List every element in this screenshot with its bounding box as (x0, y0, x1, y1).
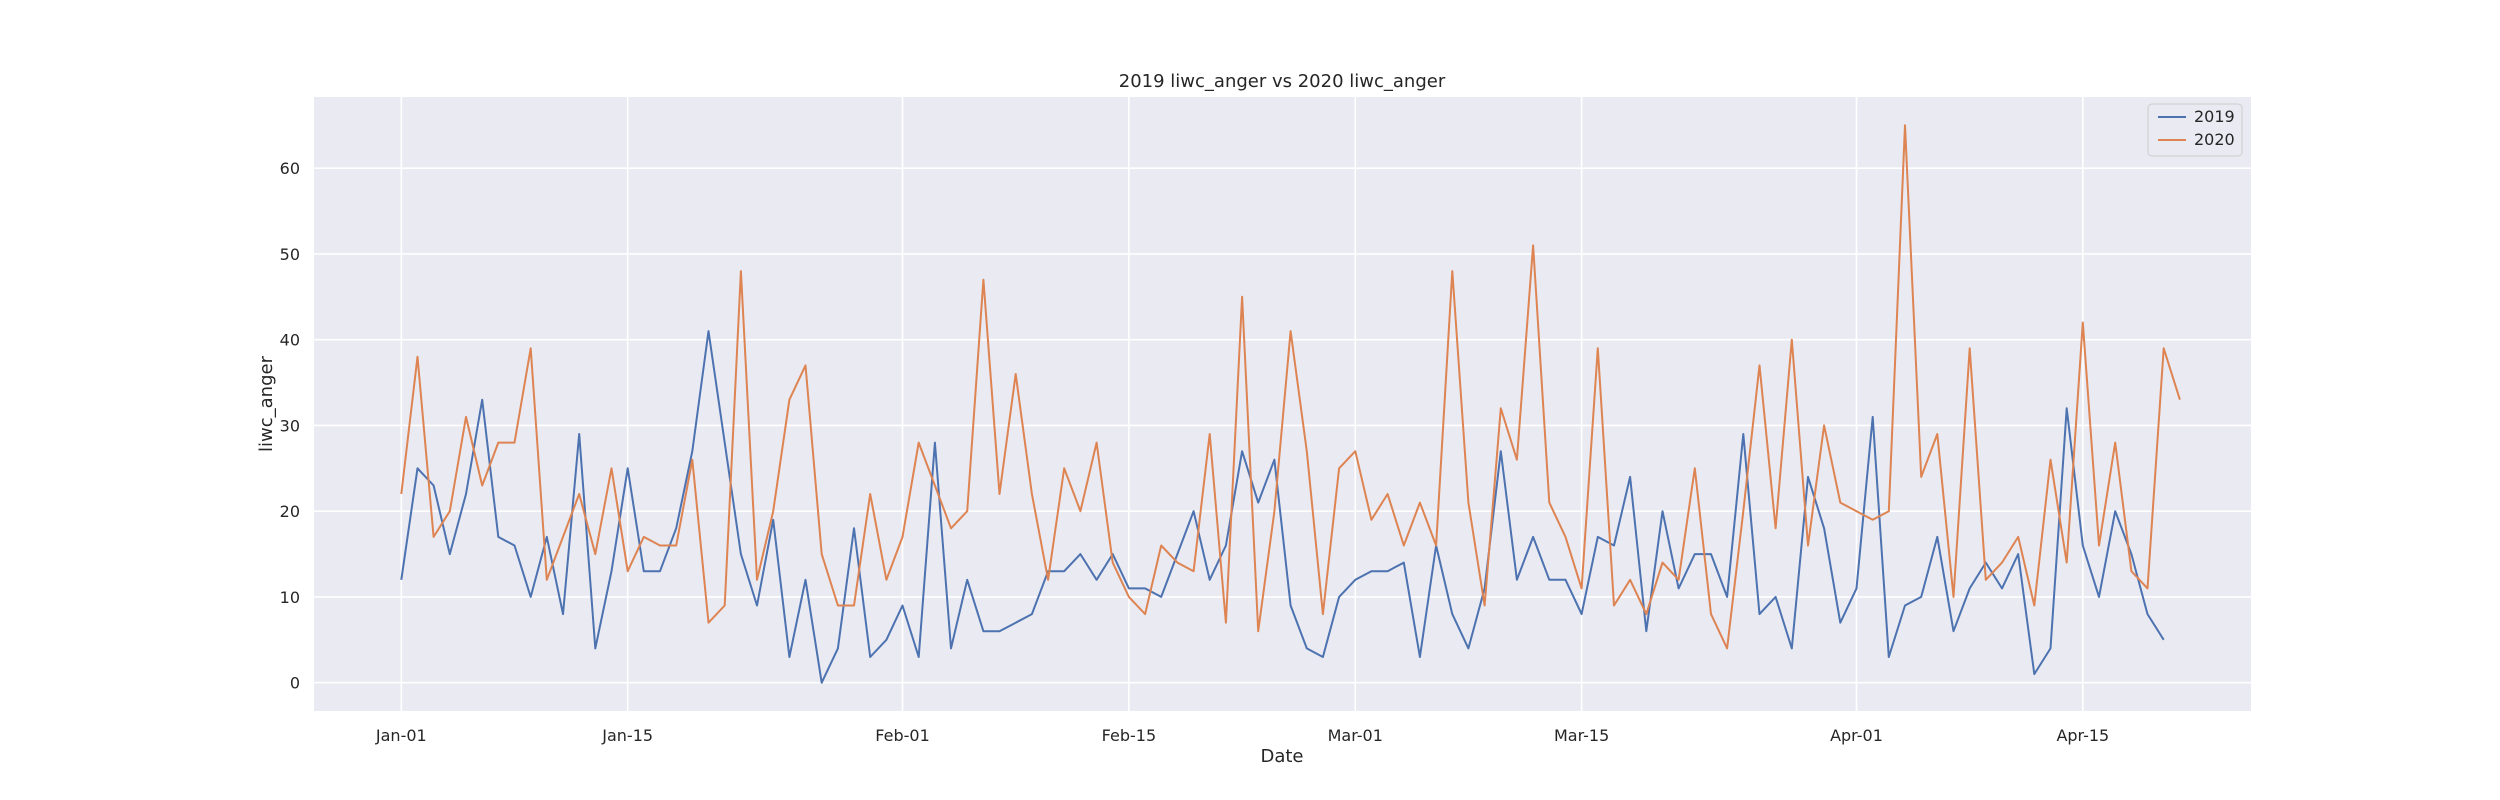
y-axis-ticks: 0 10 20 30 40 50 60 (280, 159, 300, 693)
x-tick-label: Apr-01 (1830, 726, 1883, 745)
series-line-2020 (400, 124, 2181, 650)
x-tick-label: Feb-01 (875, 726, 929, 745)
x-tick-label: Mar-01 (1328, 726, 1383, 745)
y-tick-label: 0 (290, 674, 300, 693)
series-line-2019 (400, 330, 2165, 684)
x-tick-label: Apr-15 (2056, 726, 2109, 745)
x-tick-label: Jan-15 (601, 726, 653, 745)
x-tick-label: Mar-15 (1554, 726, 1609, 745)
y-tick-label: 60 (280, 159, 300, 178)
legend-label-2020: 2020 (2194, 130, 2235, 149)
y-tick-label: 10 (280, 588, 300, 607)
chart-title: 2019 liwc_anger vs 2020 liwc_anger (1119, 71, 1446, 92)
legend: 2019 2020 (2147, 103, 2243, 157)
series-lines (400, 124, 2181, 684)
y-axis-label: liwc_anger (256, 355, 277, 452)
x-axis-ticks: Jan-01 Jan-15 Feb-01 Feb-15 Mar-01 Mar-15 Apr-… (375, 726, 2109, 745)
plot-area (314, 97, 2251, 711)
y-tick-label: 30 (280, 416, 300, 435)
x-tick-label: Feb-15 (1102, 726, 1156, 745)
y-tick-label: 50 (280, 245, 300, 264)
x-tick-label: Jan-01 (375, 726, 427, 745)
y-tick-label: 20 (280, 502, 300, 521)
x-axis-label: Date (1260, 746, 1303, 767)
legend-label-2019: 2019 (2194, 107, 2235, 126)
gridlines (314, 97, 2251, 711)
y-tick-label: 40 (280, 331, 300, 350)
